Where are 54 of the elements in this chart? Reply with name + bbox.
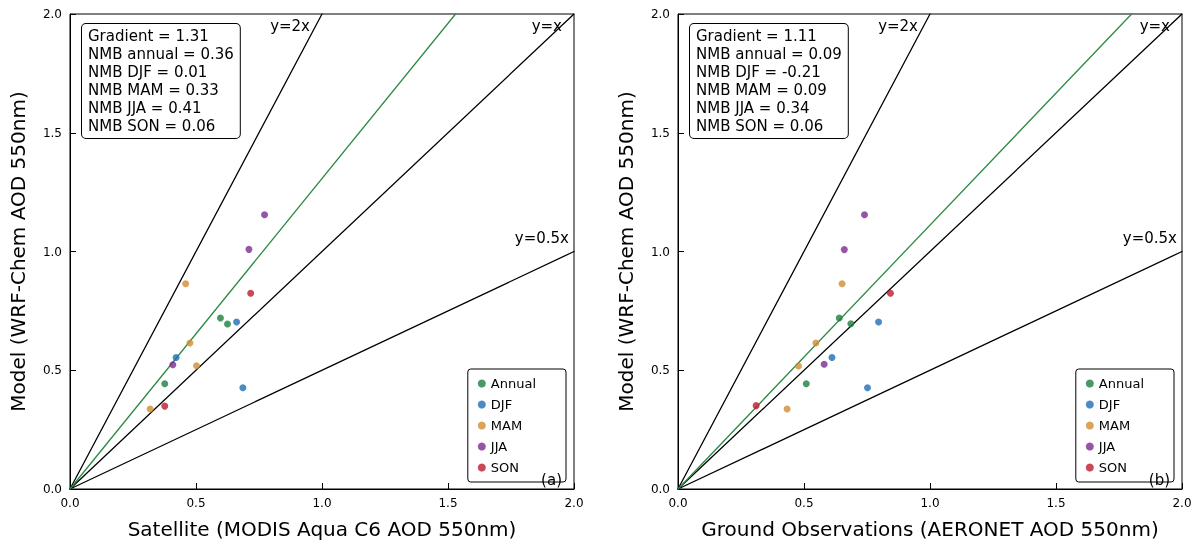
y-axis-title: Model (WRF-Chem AOD 550nm) bbox=[614, 91, 638, 412]
legend-label: JJA bbox=[489, 439, 508, 454]
y-tick-label: 1.5 bbox=[42, 125, 62, 140]
y-tick-label: 1.5 bbox=[650, 125, 670, 140]
x-tick-label: 2.0 bbox=[1172, 496, 1192, 510]
legend-label: DJF bbox=[490, 397, 513, 412]
annotation: NMB DJF = -0.21 bbox=[696, 63, 821, 81]
annotation: NMB JJA = 0.41 bbox=[88, 99, 202, 117]
legend-label: SON bbox=[490, 460, 520, 475]
y-tick-label: 1.0 bbox=[42, 244, 62, 259]
annotation: (b) bbox=[1148, 470, 1171, 489]
x-tick-label: 2.0 bbox=[564, 496, 584, 510]
annotation: (a) bbox=[541, 470, 563, 489]
y-axis-title: Model (WRF-Chem AOD 550nm) bbox=[6, 91, 30, 412]
x-tick-label: 0.5 bbox=[186, 496, 206, 510]
x-tick-label: 1.5 bbox=[1046, 496, 1066, 510]
annotation: NMB DJF = 0.01 bbox=[88, 63, 208, 81]
annotation: Gradient = 1.11 bbox=[696, 27, 817, 45]
y-tick-label: 0.5 bbox=[650, 363, 670, 378]
y-tick-label: 1.0 bbox=[650, 244, 670, 259]
y-tick-label: 2.0 bbox=[42, 7, 62, 21]
y-tick-label: 0.0 bbox=[42, 482, 62, 496]
series-label: y=0.5x bbox=[1122, 229, 1178, 247]
legend-label: Annual bbox=[1098, 376, 1145, 391]
annotation: NMB annual = 0.36 bbox=[88, 45, 234, 63]
x-axis-title: Satellite (MODIS Aqua C6 AOD 550nm) bbox=[127, 517, 517, 541]
x-tick-label: 0.5 bbox=[794, 496, 814, 510]
x-tick-label: 1.5 bbox=[438, 496, 458, 510]
x-tick-label: 1.0 bbox=[312, 496, 332, 510]
y-tick-label: 0.5 bbox=[42, 363, 62, 378]
y-tick-label: 2.0 bbox=[650, 7, 670, 21]
x-axis-title: Ground Observations (AERONET AOD 550nm) bbox=[701, 517, 1159, 541]
x-tick-label: 1.0 bbox=[920, 496, 940, 510]
x-tick-label: 0.0 bbox=[668, 496, 688, 510]
annotation: Gradient = 1.31 bbox=[88, 27, 209, 45]
annotation: NMB JJA = 0.34 bbox=[696, 99, 810, 117]
annotation: NMB SON = 0.06 bbox=[88, 117, 216, 135]
legend-label: SON bbox=[1098, 460, 1128, 475]
series-label: y=x bbox=[1139, 16, 1171, 35]
legend-label: MAM bbox=[1098, 418, 1131, 433]
series-label: y=2x bbox=[878, 16, 919, 35]
y-tick-label: 0.0 bbox=[650, 482, 670, 496]
annotation: NMB annual = 0.09 bbox=[696, 45, 842, 63]
series-label: y=0.5x bbox=[514, 229, 570, 247]
annotation: NMB MAM = 0.33 bbox=[88, 81, 219, 99]
legend-label: MAM bbox=[490, 418, 523, 433]
series-label: y=2x bbox=[270, 16, 311, 35]
annotation: NMB MAM = 0.09 bbox=[696, 81, 827, 99]
legend-label: Annual bbox=[490, 376, 537, 391]
legend-label: JJA bbox=[1097, 439, 1116, 454]
annotation: NMB SON = 0.06 bbox=[696, 117, 824, 135]
legend-label: DJF bbox=[1098, 397, 1121, 412]
x-tick-label: 0.0 bbox=[60, 496, 80, 510]
series-label: y=x bbox=[531, 16, 563, 35]
